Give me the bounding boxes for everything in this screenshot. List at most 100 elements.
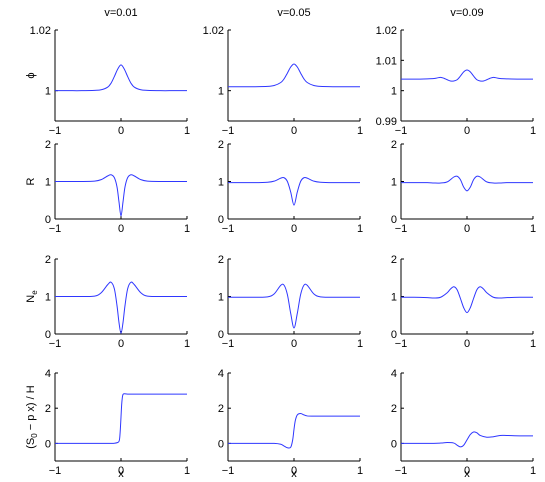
series-line xyxy=(54,174,188,217)
xlabel-col-1: x xyxy=(291,468,297,480)
x-tick-label: −1 xyxy=(395,338,408,350)
x-tick-label: −1 xyxy=(49,125,62,137)
x-tick-label: 0 xyxy=(118,223,124,235)
ylabel-subscript: e xyxy=(30,290,39,295)
x-tick-label: 0 xyxy=(291,223,297,235)
panel-r0-c0: 1 1.02 −1 0 1 xyxy=(30,25,190,137)
x-tick-label: 1 xyxy=(530,338,536,350)
panel-r1-c1: 012−1 0 1 xyxy=(218,139,363,235)
panel-r2-c1: 012−1 0 1 xyxy=(218,254,363,350)
x-tick-label: 1 xyxy=(357,465,363,477)
x-tick-label: 0 xyxy=(464,125,470,137)
y-tick-label: 2 xyxy=(391,139,397,151)
x-tick-label: −1 xyxy=(222,338,235,350)
column-title-0: v=0.01 xyxy=(104,7,137,19)
y-tick-label: 2 xyxy=(391,403,397,415)
ylabel-subscript: 0 xyxy=(30,433,39,438)
x-tick-label: −1 xyxy=(395,465,408,477)
y-tick-label: 1 xyxy=(391,86,397,98)
series-line xyxy=(227,176,361,206)
x-tick-label: 1 xyxy=(184,125,190,137)
y-tick-label: 2 xyxy=(218,254,224,266)
y-tick-label: 0 xyxy=(218,214,224,226)
x-tick-label: 0 xyxy=(464,465,470,477)
panel-r1-c2: 012−1 0 1 xyxy=(391,139,536,235)
x-tick-label: 1 xyxy=(184,465,190,477)
x-tick-label: 0 xyxy=(118,465,124,477)
x-tick-label: 0 xyxy=(291,338,297,350)
x-tick-label: 0 xyxy=(464,223,470,235)
x-tick-label: −1 xyxy=(49,465,62,477)
y-tick-label: 2 xyxy=(45,403,51,415)
column-title-2: v=0.09 xyxy=(450,7,483,19)
x-tick-label: 0 xyxy=(291,125,297,137)
series-line xyxy=(227,412,360,449)
series-line xyxy=(400,286,534,314)
x-tick-label: 1 xyxy=(530,465,536,477)
y-tick-label: 1 xyxy=(45,86,51,98)
y-tick-label: 1 xyxy=(218,177,224,189)
x-tick-label: −1 xyxy=(49,223,62,235)
series-line xyxy=(227,283,361,329)
panel-r3-c0: 0 2 4 −1 0 1 xyxy=(45,368,190,477)
y-tick-label: 1.01 xyxy=(376,55,397,67)
panel-r1-c0: 012−1 0 1 xyxy=(45,139,190,235)
y-tick-label: 2 xyxy=(391,254,397,266)
panel-r3-c2: 0 2 4 −1 0 1 xyxy=(391,368,536,477)
panel-r3-c1: 0 2 4 −1 0 1 xyxy=(218,368,363,477)
y-tick-label: 1.02 xyxy=(30,25,51,37)
x-tick-label: 0 xyxy=(118,125,124,137)
x-tick-label: 1 xyxy=(184,223,190,235)
ylabel-main: (S xyxy=(25,438,37,449)
y-tick-label: 1.02 xyxy=(376,25,397,37)
series-line xyxy=(228,63,360,88)
y-tick-label: 0 xyxy=(218,329,224,341)
y-tick-label: 0 xyxy=(218,438,224,450)
x-tick-label: −1 xyxy=(222,465,235,477)
y-tick-label: 1 xyxy=(45,292,51,304)
y-tick-label: 1.02 xyxy=(203,25,224,37)
ylabel-tail: − p x) / H xyxy=(25,385,37,433)
panel-r0-c1: 1 1.02 −1 0 1 xyxy=(203,25,363,137)
column-title-1: v=0.05 xyxy=(277,7,310,19)
xlabel-col-2: x xyxy=(464,468,470,480)
y-tick-label: 2 xyxy=(218,139,224,151)
x-tick-label: −1 xyxy=(395,125,408,137)
y-tick-label: 4 xyxy=(391,368,397,380)
x-tick-label: 1 xyxy=(530,223,536,235)
series-line xyxy=(54,393,187,444)
x-tick-label: 0 xyxy=(464,338,470,350)
x-tick-label: −1 xyxy=(222,125,235,137)
xlabel-col-0: x xyxy=(118,468,124,480)
x-tick-label: 1 xyxy=(357,125,363,137)
y-tick-label: 0.99 xyxy=(376,116,397,128)
y-tick-label: 0 xyxy=(45,438,51,450)
x-tick-label: −1 xyxy=(222,223,235,235)
y-tick-label: 4 xyxy=(218,368,224,380)
y-tick-label: 0 xyxy=(45,214,51,226)
ylabel-main: ϕ xyxy=(25,72,37,78)
y-tick-label: 2 xyxy=(218,403,224,415)
series-line xyxy=(55,64,187,92)
y-tick-label: 2 xyxy=(45,139,51,151)
y-tick-label: 1 xyxy=(45,177,51,189)
x-tick-label: 1 xyxy=(184,338,190,350)
series-line xyxy=(54,281,188,334)
y-tick-label: 0 xyxy=(391,438,397,450)
y-tick-label: 0 xyxy=(391,329,397,341)
x-tick-label: −1 xyxy=(49,338,62,350)
series-line xyxy=(400,431,534,448)
y-tick-label: 1 xyxy=(391,292,397,304)
x-tick-label: 0 xyxy=(291,465,297,477)
ylabel-main: N xyxy=(25,295,37,303)
ylabel-row-0: ϕ xyxy=(25,72,37,78)
y-tick-label: 1 xyxy=(391,177,397,189)
series-line xyxy=(400,69,534,82)
y-tick-label: 4 xyxy=(45,368,51,380)
y-tick-label: 2 xyxy=(45,254,51,266)
y-tick-label: 0 xyxy=(45,329,51,341)
y-tick-label: 1 xyxy=(218,292,224,304)
panel-r0-c2: 0.99 1 1.01 1.02 −1 0 1 xyxy=(376,25,536,137)
x-tick-label: 1 xyxy=(530,125,536,137)
